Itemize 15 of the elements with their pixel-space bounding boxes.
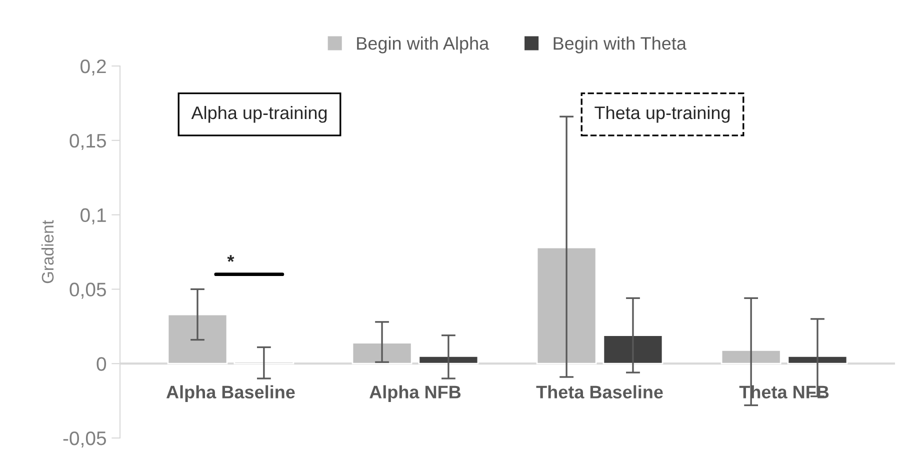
legend-label: Begin with Alpha <box>357 36 490 54</box>
x-tick-label: Alpha Baseline <box>166 385 295 402</box>
y-tick-label: 0,15 <box>70 134 106 150</box>
y-tick-label: 0 <box>96 357 106 371</box>
legend-label: Begin with Theta <box>554 36 686 54</box>
y-tick-label: 0,1 <box>80 208 106 224</box>
annotation: Alpha up-training <box>191 106 327 123</box>
x-tick-label: Theta Baseline <box>536 385 663 398</box>
annotation: Theta up-training <box>594 106 730 123</box>
annotation: * <box>227 255 234 262</box>
y-tick-label: 0,05 <box>70 282 106 299</box>
y-axis-title: Gradient <box>41 220 54 284</box>
y-tick-label: 0,2 <box>80 59 106 76</box>
y-tick-label: -0,05 <box>63 431 106 448</box>
x-tick-label: Alpha NFB <box>370 385 461 402</box>
